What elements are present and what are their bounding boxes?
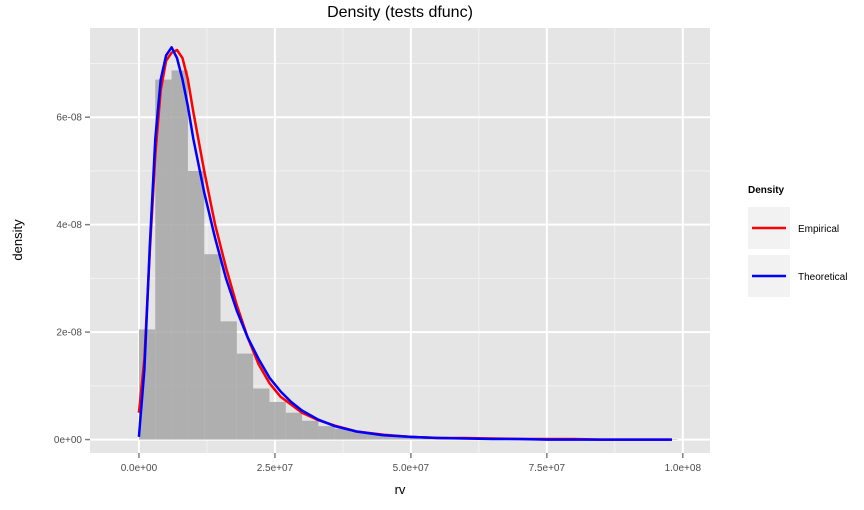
- histogram-bar: [383, 434, 400, 440]
- histogram-bar: [269, 401, 286, 440]
- histogram-bar: [285, 412, 303, 440]
- legend-label-theoretical: Theoretical: [798, 272, 847, 283]
- x-axis: 0.0e+00 2.5e+07 5.0e+07 7.5e+07 1.0e+08: [121, 453, 702, 474]
- histogram-bar: [318, 426, 335, 440]
- x-tick-label: 7.5e+07: [529, 463, 566, 474]
- histogram-bar: [236, 353, 254, 440]
- histogram-bar: [138, 329, 156, 440]
- histogram-bar: [334, 428, 352, 440]
- y-tick-label: 4e-08: [56, 220, 82, 231]
- histogram-bar: [253, 388, 270, 440]
- y-axis: 0e+00 2e-08 4e-08 6e-08: [54, 113, 90, 446]
- histogram-bars: [138, 70, 678, 440]
- histogram-bar: [155, 79, 172, 440]
- x-tick-label: 5.0e+07: [393, 463, 430, 474]
- x-tick-label: 1.0e+08: [665, 463, 702, 474]
- chart-title: Density (tests dfunc): [327, 4, 473, 21]
- histogram-bar: [220, 321, 237, 440]
- histogram-bar: [187, 170, 205, 440]
- histogram-bar: [302, 420, 319, 440]
- x-tick-label: 2.5e+07: [257, 463, 294, 474]
- y-tick-label: 0e+00: [54, 435, 83, 446]
- y-tick-label: 2e-08: [56, 328, 82, 339]
- y-tick-label: 6e-08: [56, 113, 82, 124]
- theoretical-density-line: [137, 46, 672, 441]
- histogram-bar: [171, 70, 188, 440]
- legend-title: Density: [748, 185, 785, 196]
- x-axis-title: rv: [395, 482, 406, 497]
- histogram-bar: [204, 254, 221, 440]
- histogram-bar: [367, 433, 384, 440]
- x-tick-label: 0.0e+00: [121, 463, 158, 474]
- density-lines: [137, 46, 672, 441]
- legend: Density Empirical Theoretical: [748, 185, 847, 297]
- legend-label-empirical: Empirical: [798, 224, 839, 235]
- y-axis-title: density: [10, 219, 25, 261]
- minor-gridlines: [90, 28, 710, 453]
- histogram-bar: [351, 432, 368, 440]
